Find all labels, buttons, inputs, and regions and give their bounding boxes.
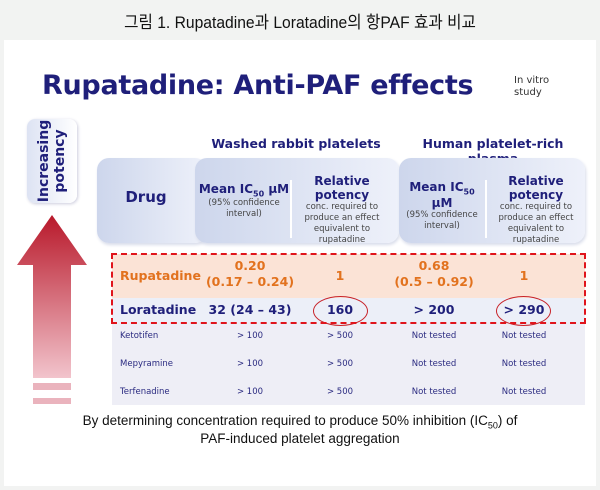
slide-title: Rupatadine: Anti-PAF effects — [42, 70, 474, 101]
footnote: By determining concentration required to… — [82, 413, 518, 431]
table-cell: Not tested — [501, 387, 547, 397]
drug-name: Mepyramine — [120, 359, 173, 369]
drug-header: Drug — [125, 188, 167, 206]
potency-label-line: Increasing — [36, 119, 53, 203]
table-cell: 1 — [519, 268, 529, 283]
study-label-line: study — [514, 87, 542, 98]
footnote-line2: PAF-induced platelet aggregation — [200, 431, 400, 446]
table-cell: > 500 — [326, 359, 354, 369]
table-cell: Not tested — [501, 331, 547, 341]
potency-label-box — [27, 119, 77, 203]
divider — [290, 180, 292, 238]
mean-ic50-header: Mean IC50 μM (95% confidence interval) — [406, 180, 478, 232]
table-cell: 32 (24 – 43) — [208, 302, 292, 317]
relative-potency-header: Relative potency conc. required to produ… — [304, 174, 380, 245]
drug-header-box — [97, 158, 207, 243]
study-label-line: In vitro — [514, 75, 550, 86]
table-body — [112, 323, 585, 405]
figure-caption: 그림 1. Rupatadine과 Loratadine의 항PAF 효과 비교 — [124, 13, 476, 32]
drug-name: Loratadine — [120, 302, 197, 317]
table-cell: > 200 — [413, 302, 455, 317]
group-label: Washed rabbit platelets — [211, 136, 381, 151]
table-cell: Not tested — [501, 359, 547, 369]
relative-potency-header: Relative potency conc. required to produ… — [498, 174, 574, 245]
table-cell: 1 — [335, 268, 345, 283]
table-cell: > 100 — [236, 359, 264, 369]
table-cell: Not tested — [411, 359, 457, 369]
drug-name: Ketotifen — [120, 331, 159, 341]
table-cell: Not tested — [411, 331, 457, 341]
table-cell: > 100 — [236, 331, 264, 341]
table-cell: > 500 — [326, 387, 354, 397]
mean-ic50-header: Mean IC50 μM (95% confidence interval) — [198, 182, 290, 220]
highlight-circle — [496, 296, 551, 326]
group-header-box — [399, 158, 585, 243]
drug-name: Rupatadine — [120, 268, 201, 283]
highlight-circle — [313, 296, 368, 326]
table-row-highlight — [112, 254, 585, 298]
potency-label: Increasing potency — [27, 119, 77, 203]
drug-name: Terfenadine — [120, 387, 170, 397]
group-header-box — [195, 158, 399, 243]
table-cell: Not tested — [411, 387, 457, 397]
table-cell: > 500 — [326, 331, 354, 341]
table-cell: > 100 — [236, 387, 264, 397]
up-arrow-icon — [17, 215, 87, 404]
study-label: In vitro study — [514, 75, 549, 99]
potency-label-line: potency — [52, 129, 69, 193]
table-cell: 0.20 (0.17 – 0.24) — [205, 258, 295, 289]
table-cell: 0.68 (0.5 – 0.92) — [394, 258, 474, 289]
divider — [485, 180, 487, 238]
dashed-highlight-box — [111, 253, 586, 324]
